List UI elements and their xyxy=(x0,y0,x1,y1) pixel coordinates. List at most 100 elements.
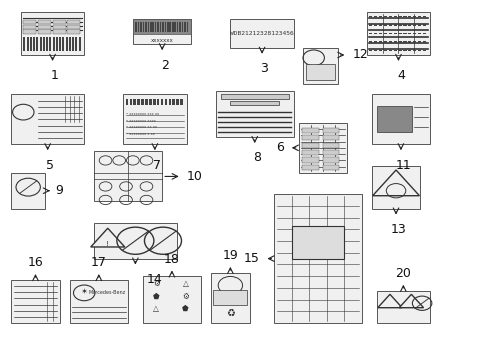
Bar xyxy=(384,33,387,34)
Bar xyxy=(389,24,392,26)
Bar xyxy=(176,99,179,105)
Bar xyxy=(302,128,319,133)
Bar xyxy=(302,157,319,163)
Bar xyxy=(379,41,382,43)
Bar xyxy=(157,99,159,105)
Bar xyxy=(369,24,372,26)
Bar xyxy=(150,22,151,32)
Bar xyxy=(323,165,340,170)
Text: ✶: ✶ xyxy=(81,288,88,297)
Bar xyxy=(24,30,36,33)
Bar xyxy=(137,99,140,105)
Text: 17: 17 xyxy=(91,256,107,269)
Bar xyxy=(323,150,340,155)
Text: 1: 1 xyxy=(51,69,59,82)
Bar xyxy=(21,12,84,55)
Text: ⬟: ⬟ xyxy=(182,304,189,313)
Bar xyxy=(78,37,81,51)
Text: 3: 3 xyxy=(261,62,269,75)
Bar xyxy=(398,50,402,51)
Bar xyxy=(52,24,66,29)
Bar xyxy=(143,276,201,323)
Text: 12: 12 xyxy=(352,49,368,62)
Bar xyxy=(33,37,35,51)
Bar xyxy=(36,37,39,51)
Bar xyxy=(174,22,176,32)
Bar xyxy=(398,15,402,17)
Bar xyxy=(72,37,74,51)
Bar xyxy=(372,94,430,144)
Bar xyxy=(216,91,294,137)
Bar xyxy=(413,33,416,34)
Bar xyxy=(153,99,155,105)
Bar xyxy=(403,50,407,51)
Bar xyxy=(179,22,181,32)
Bar xyxy=(369,41,372,43)
Bar xyxy=(418,33,421,34)
Bar xyxy=(398,24,402,26)
Bar xyxy=(24,20,36,24)
Bar xyxy=(177,22,178,32)
Bar xyxy=(213,291,247,305)
Bar xyxy=(56,37,58,51)
Bar xyxy=(379,50,382,51)
Text: 4: 4 xyxy=(397,69,405,82)
Bar xyxy=(303,48,338,84)
Bar xyxy=(408,24,412,26)
Bar xyxy=(393,50,397,51)
Bar xyxy=(369,15,372,17)
Text: 15: 15 xyxy=(244,252,260,265)
Bar xyxy=(145,22,147,32)
Bar xyxy=(379,33,382,34)
Text: 8: 8 xyxy=(253,152,261,165)
Bar xyxy=(43,37,45,51)
Bar xyxy=(423,33,426,34)
Bar xyxy=(423,24,426,26)
Text: 11: 11 xyxy=(395,158,411,172)
Bar xyxy=(133,99,136,105)
Bar xyxy=(40,37,42,51)
Bar xyxy=(133,19,192,44)
Bar xyxy=(165,22,166,32)
Bar xyxy=(230,102,279,105)
Bar xyxy=(323,157,340,163)
Text: • xxxxxxxx xxxx: • xxxxxxxx xxxx xyxy=(125,119,155,123)
Text: • xxxxxxxx x xx: • xxxxxxxx x xx xyxy=(125,132,154,136)
Bar xyxy=(403,15,407,17)
Bar xyxy=(67,30,80,33)
Bar xyxy=(125,99,128,105)
Bar xyxy=(160,22,161,32)
Bar xyxy=(423,50,426,51)
Bar xyxy=(52,20,66,24)
Bar xyxy=(149,99,151,105)
Text: 5: 5 xyxy=(46,158,54,172)
Bar xyxy=(59,37,61,51)
Bar xyxy=(75,37,77,51)
Bar xyxy=(302,165,319,170)
Bar xyxy=(211,273,250,323)
Bar xyxy=(403,41,407,43)
Text: 10: 10 xyxy=(187,170,202,183)
Bar xyxy=(11,173,45,208)
Bar xyxy=(306,64,335,80)
Bar xyxy=(302,135,319,140)
Bar xyxy=(230,19,294,48)
Polygon shape xyxy=(373,170,419,196)
Bar xyxy=(367,12,430,55)
Bar xyxy=(374,50,377,51)
Bar xyxy=(143,22,145,32)
Text: △: △ xyxy=(153,304,159,313)
Bar xyxy=(135,22,137,32)
Text: 6: 6 xyxy=(276,141,284,154)
Bar xyxy=(133,19,192,34)
Bar xyxy=(413,50,416,51)
Bar xyxy=(94,152,162,202)
Bar xyxy=(67,20,80,24)
Bar xyxy=(379,24,382,26)
Bar xyxy=(389,50,392,51)
Bar xyxy=(141,99,144,105)
Text: • xxxxxxxx xxx xx: • xxxxxxxx xxx xx xyxy=(125,112,159,116)
Bar xyxy=(403,24,407,26)
Bar xyxy=(167,22,169,32)
Bar xyxy=(398,33,402,34)
